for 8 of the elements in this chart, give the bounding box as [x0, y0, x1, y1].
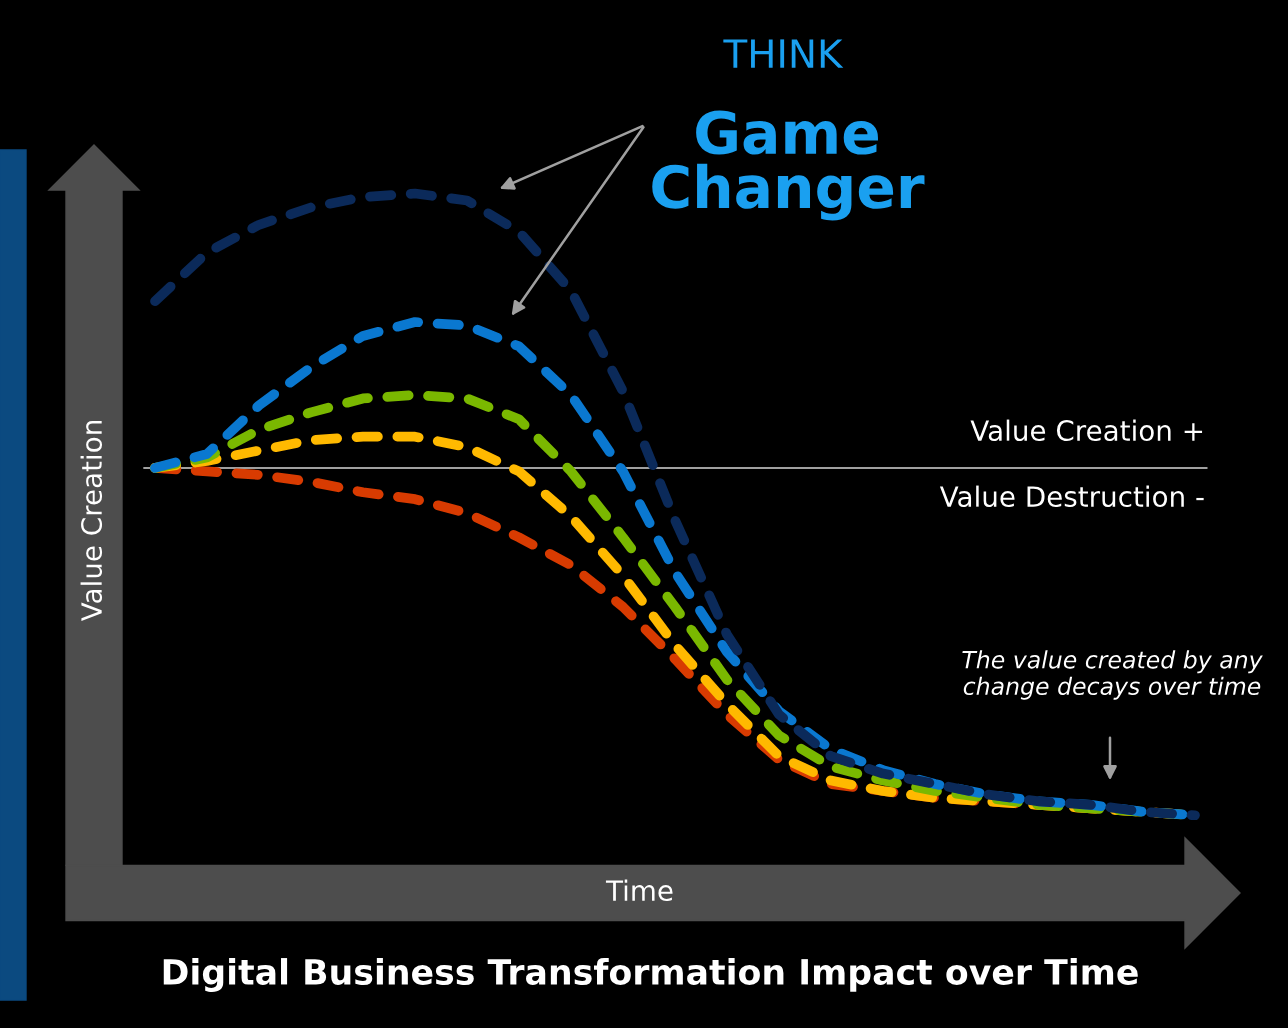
text: Digital Business Transformation Impact over Time — [163, 958, 1138, 992]
x-axis-title: Time — [605, 879, 673, 902]
annotation: The value created by any change decays over time — [962, 650, 1263, 700]
annotation: Value Creation + — [970, 419, 1203, 442]
y-axis-title: Value Creation — [80, 421, 103, 622]
annotation: Value Destruction - — [939, 485, 1204, 508]
annotation: Game Changer — [652, 110, 925, 221]
text: THINK — [723, 39, 844, 68]
